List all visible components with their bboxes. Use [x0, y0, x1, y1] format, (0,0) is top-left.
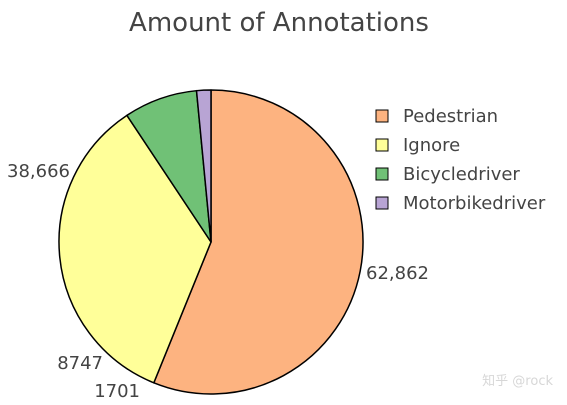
legend-swatch-pedestrian [375, 109, 389, 123]
legend-swatch-ignore [375, 138, 389, 152]
legend-label-ignore: Ignore [403, 135, 460, 156]
pie-slice-motorbikedriver [195, 89, 212, 243]
slice-value-label-motorbikedriver: 1701 [94, 381, 140, 402]
chart-legend: Pedestrian Ignore Bicycledriver Motorbikedr… [375, 106, 546, 214]
pie-slice-pedestrian [153, 89, 364, 395]
pie-slices [58, 89, 364, 395]
watermark-text: 知乎 @rock [482, 373, 553, 389]
legend-swatch-bicycledriver [375, 167, 389, 181]
slice-value-label-ignore: 38,666 [7, 161, 70, 182]
pie-slice-labels: 62,862 38,666 8747 1701 [7, 161, 429, 402]
legend-label-bicycledriver: Bicycledriver [403, 164, 520, 185]
legend-label-pedestrian: Pedestrian [403, 106, 498, 127]
slice-value-label-pedestrian: 62,862 [366, 263, 429, 284]
legend-label-motorbikedriver: Motorbikedriver [403, 193, 546, 214]
legend-swatch-motorbikedriver [375, 196, 389, 210]
chart-title: Amount of Annotations [129, 8, 429, 38]
slice-value-label-bicycledriver: 8747 [57, 353, 103, 374]
pie-slice-ignore [58, 114, 212, 384]
